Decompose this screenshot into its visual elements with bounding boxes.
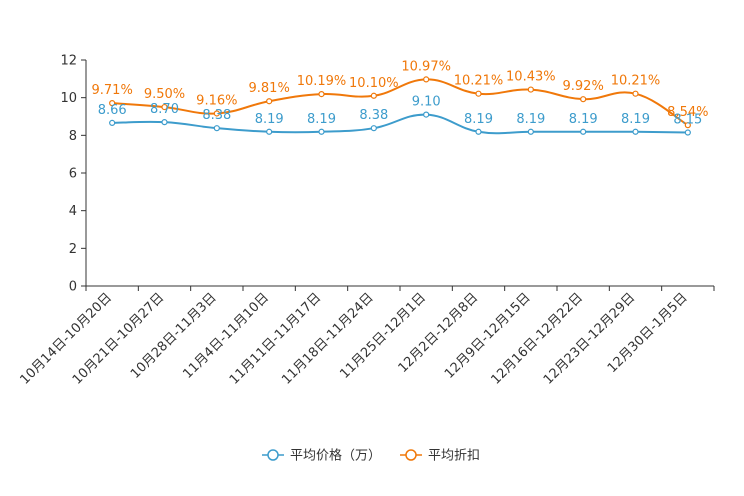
data-label: 8.70 xyxy=(150,102,179,117)
y-tick-label: 10 xyxy=(60,91,77,106)
data-label: 8.19 xyxy=(516,112,545,127)
data-point[interactable] xyxy=(109,119,116,127)
y-tick-label: 4 xyxy=(69,204,77,219)
series-line-2 xyxy=(112,78,689,127)
data-point[interactable] xyxy=(580,128,587,135)
y-tick-label: 2 xyxy=(69,242,77,257)
legend-marker-icon xyxy=(267,449,279,461)
data-label: 8.19 xyxy=(464,112,493,127)
x-tick-label: 12月16日-12月22日 xyxy=(489,290,586,387)
data-point[interactable] xyxy=(684,122,691,129)
data-label: 10.97% xyxy=(401,59,451,74)
data-point[interactable] xyxy=(632,90,639,97)
series-layer xyxy=(109,76,691,136)
data-point[interactable] xyxy=(318,128,325,135)
x-tick-label: 12月23日-12月29日 xyxy=(541,290,638,387)
data-point[interactable] xyxy=(632,128,639,135)
data-point[interactable] xyxy=(213,110,220,117)
data-point[interactable] xyxy=(266,128,273,135)
y-tick-label: 0 xyxy=(69,280,77,295)
data-point[interactable] xyxy=(318,90,325,98)
data-label: 8.19 xyxy=(307,112,336,127)
data-label: 8.15 xyxy=(673,113,702,128)
data-label: 10.19% xyxy=(297,74,347,89)
data-label: 8.19 xyxy=(569,112,598,127)
legend-item-1[interactable]: 平均价格（万） xyxy=(262,448,381,464)
data-point[interactable] xyxy=(423,111,430,118)
data-point[interactable] xyxy=(475,128,482,135)
legend[interactable]: 平均价格（万） 平均折扣 xyxy=(262,448,480,464)
data-label: 10.21% xyxy=(454,74,504,89)
data-label: 9.92% xyxy=(563,79,604,94)
data-point[interactable] xyxy=(527,128,534,135)
data-label: 8.19 xyxy=(255,112,284,127)
data-label: 8.66 xyxy=(98,103,127,118)
data-labels: 8.66 8.70 8.38 8.19 8.19 8.38 9.10 8.19 8.19 8.19… xyxy=(92,59,709,127)
data-point[interactable] xyxy=(684,129,691,136)
data-point[interactable] xyxy=(266,98,273,105)
data-point[interactable] xyxy=(580,96,587,103)
data-point[interactable] xyxy=(370,125,377,132)
legend-label: 平均价格（万） xyxy=(290,448,381,464)
legend-label: 平均折扣 xyxy=(428,449,480,464)
data-point[interactable] xyxy=(475,90,482,97)
data-label: 8.54% xyxy=(667,105,708,120)
data-label: 10.43% xyxy=(506,70,556,85)
data-label: 9.71% xyxy=(92,83,133,98)
data-label: 10.21% xyxy=(611,74,661,89)
y-tick-label: 6 xyxy=(69,167,77,182)
x-tick-label: 11月18日-11月24日 xyxy=(279,290,376,387)
data-label: 8.38 xyxy=(202,108,231,123)
data-label: 9.16% xyxy=(196,93,237,108)
legend-marker-icon xyxy=(405,449,417,461)
data-label: 9.81% xyxy=(249,81,290,96)
data-label: 8.38 xyxy=(359,108,388,123)
x-tick-label: 11月11日-11月17日 xyxy=(227,290,324,387)
x-tick-label: 10月21日-10月27日 xyxy=(70,290,167,387)
y-tick-label: 8 xyxy=(69,129,77,144)
y-tick-label: 12 xyxy=(60,54,77,69)
series-line-1 xyxy=(112,113,688,135)
data-label: 10.10% xyxy=(349,76,399,91)
data-point[interactable] xyxy=(109,100,116,107)
data-point[interactable] xyxy=(423,76,430,83)
x-tick-label: 10月14日-10月20日 xyxy=(18,290,115,387)
legend-item-2[interactable]: 平均折扣 xyxy=(400,449,480,464)
data-point[interactable] xyxy=(161,103,168,111)
data-point[interactable] xyxy=(370,92,377,99)
data-point[interactable] xyxy=(161,119,168,126)
data-label: 9.50% xyxy=(144,87,185,102)
data-label: 9.10 xyxy=(412,95,441,110)
data-point[interactable] xyxy=(213,125,220,132)
data-label: 8.19 xyxy=(621,112,650,127)
data-point[interactable] xyxy=(527,86,534,93)
